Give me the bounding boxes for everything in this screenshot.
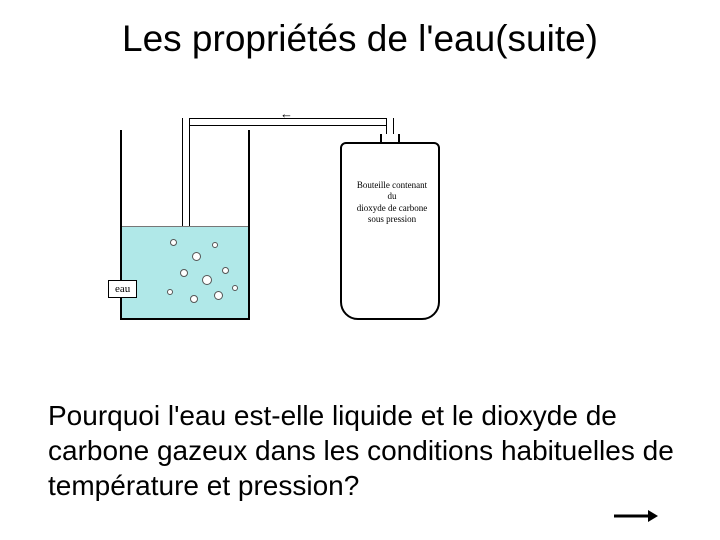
bubble-icon xyxy=(232,285,238,291)
experiment-diagram: ← eau Bouteille contenant du dioxyde de … xyxy=(90,100,490,350)
bubble-icon xyxy=(180,269,188,277)
bubble-icon xyxy=(192,252,201,261)
bottle-caption: Bouteille contenant du dioxyde de carbon… xyxy=(346,180,438,225)
gas-bottle: Bouteille contenant du dioxyde de carbon… xyxy=(340,142,440,320)
bubble-icon xyxy=(222,267,229,274)
water-label: eau xyxy=(108,280,137,298)
slide-title: Les propriétés de l'eau(suite) xyxy=(0,18,720,60)
bubble-icon xyxy=(212,242,218,248)
bottle-line3: dioxyde de carbone xyxy=(357,203,427,213)
bubble-icon xyxy=(167,289,173,295)
water-fill xyxy=(122,226,248,318)
beaker xyxy=(120,130,250,320)
flow-arrow-icon: ← xyxy=(280,106,293,121)
bottle-line2: du xyxy=(388,191,397,201)
bubble-icon xyxy=(170,239,177,246)
next-arrow-icon xyxy=(614,508,658,529)
bottle-line4: sous pression xyxy=(368,214,416,224)
bubble-icon xyxy=(190,295,198,303)
bottle-line1: Bouteille contenant xyxy=(357,180,427,190)
question-text: Pourquoi l'eau est-elle liquide et le di… xyxy=(48,398,678,503)
bubble-icon xyxy=(214,291,223,300)
bubble-icon xyxy=(202,275,212,285)
